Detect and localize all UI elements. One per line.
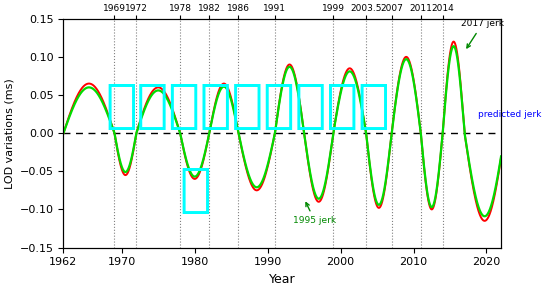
Text: predicted jerk: predicted jerk xyxy=(478,110,541,119)
Text: 2017 jerk: 2017 jerk xyxy=(461,19,504,48)
X-axis label: Year: Year xyxy=(269,273,295,286)
Y-axis label: LOD variations (ms): LOD variations (ms) xyxy=(4,78,14,188)
Text: 1995 jerk: 1995 jerk xyxy=(293,203,336,225)
Text: 数: 数 xyxy=(179,164,211,216)
Text: 数码电器新闻资讯，: 数码电器新闻资讯， xyxy=(105,80,389,132)
